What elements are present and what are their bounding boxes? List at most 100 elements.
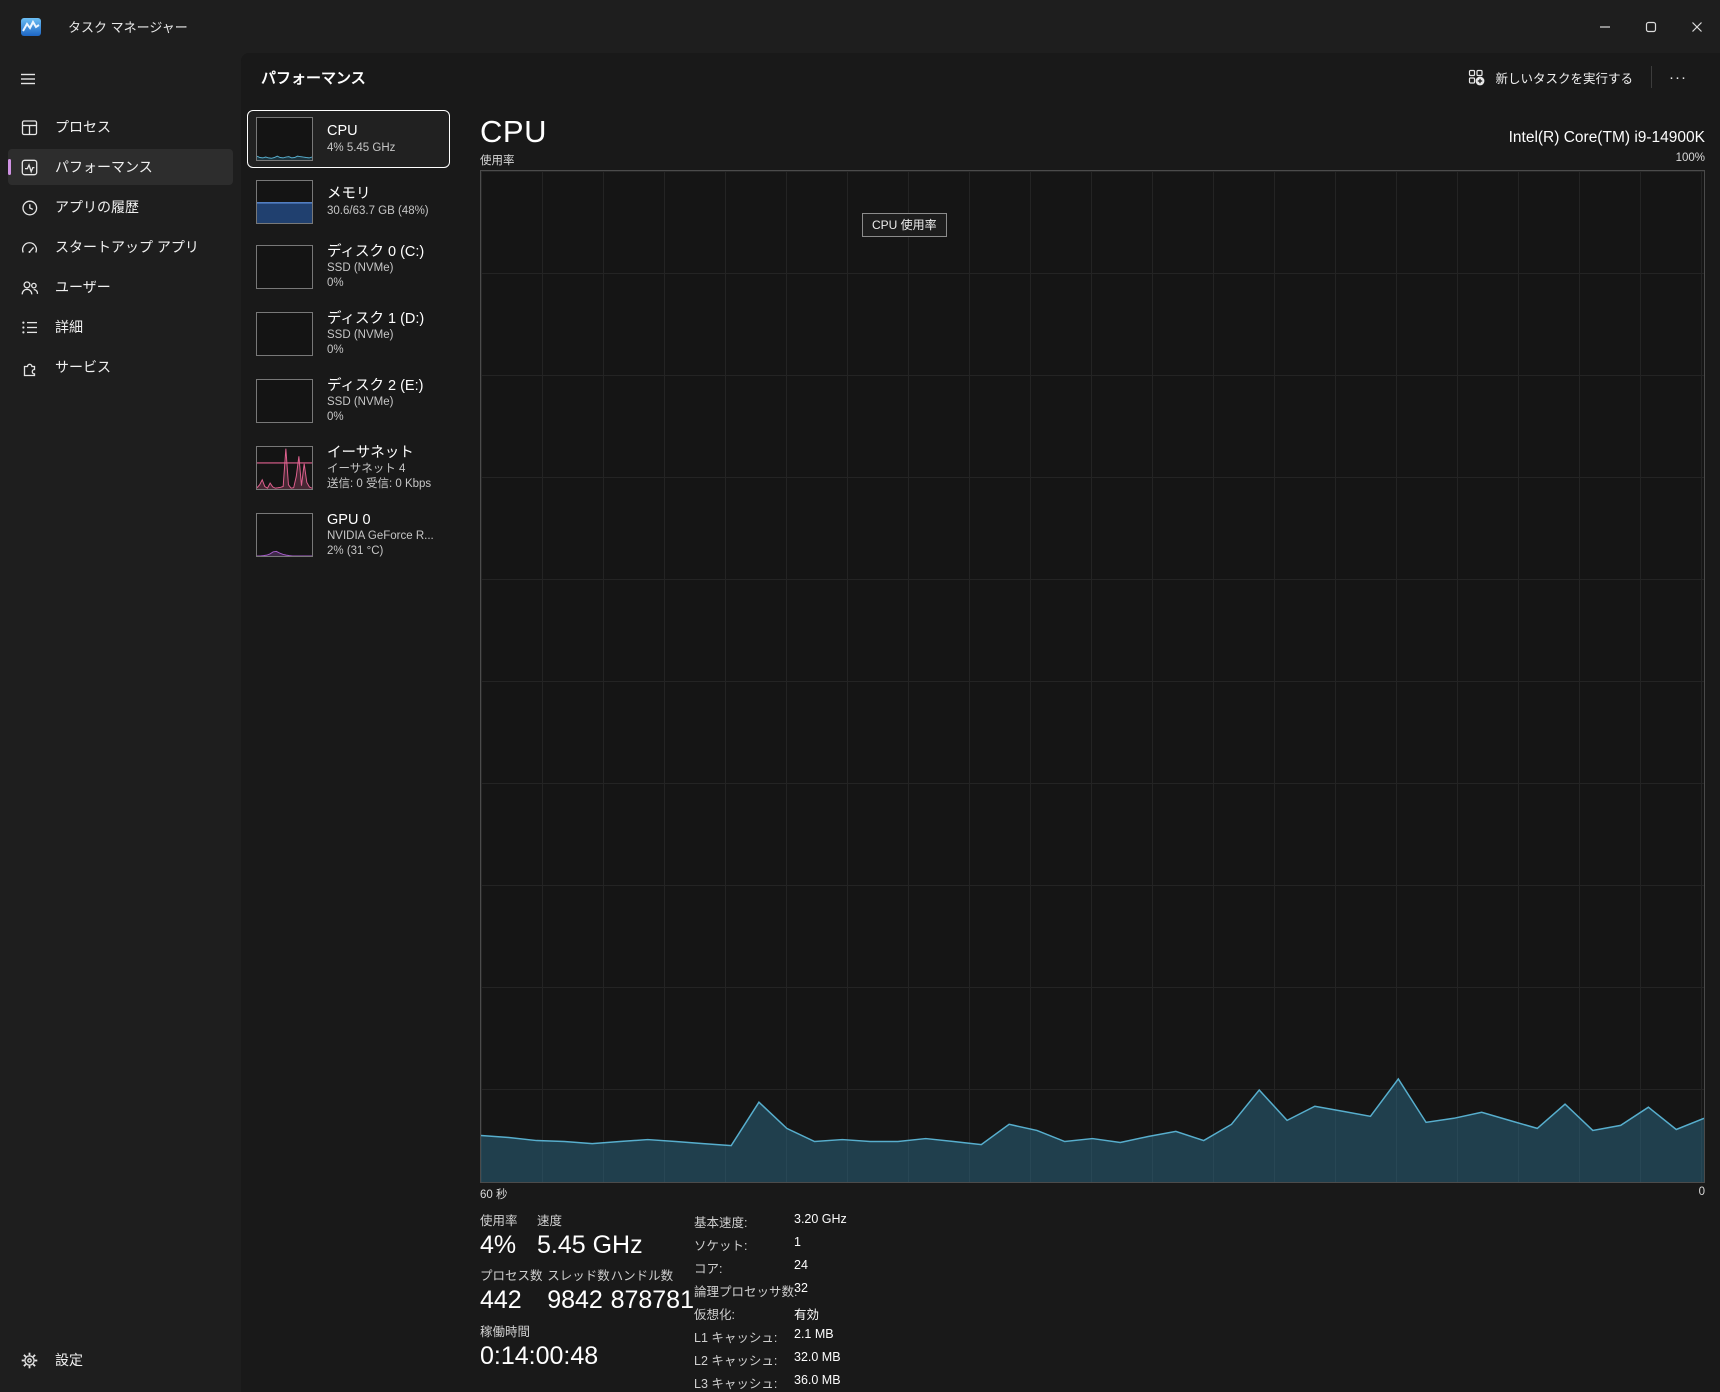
disk0-thumbnail-chart (257, 246, 312, 288)
spec-label: 基本速度: (694, 1216, 748, 1230)
sidebar-item-details[interactable]: 詳細 (8, 309, 233, 345)
gear-icon (20, 1351, 39, 1370)
spec-label: コア: (694, 1262, 723, 1276)
cpu-thumbnail-chart (257, 155, 312, 160)
maximize-icon (1645, 21, 1657, 32)
sidebar-footer: 設定 (0, 1342, 241, 1392)
task-manager-app-icon (21, 17, 41, 36)
card-subline: SSD (NVMe) (327, 262, 394, 275)
card-gpu[interactable]: GPU 0 NVIDIA GeForce R... 2% (31 °C) (247, 504, 450, 566)
spec-label: L2 キャッシュ: (694, 1354, 778, 1368)
settings-label: 設定 (55, 1352, 83, 1368)
more-icon: ··· (1669, 68, 1687, 86)
startup-icon (20, 238, 39, 257)
spec-value: 1 (794, 1235, 801, 1249)
card-disk2[interactable]: ディスク 2 (E:) SSD (NVMe) 0% (247, 370, 450, 432)
handles-stat: ハンドル数 878781 (610, 1269, 694, 1315)
card-subline: 0% (327, 411, 344, 424)
chart-bottom-labels: 60 秒 0 (480, 1186, 1705, 1202)
card-subline: 4% 5.45 GHz (327, 141, 396, 154)
card-subline: SSD (NVMe) (327, 396, 394, 409)
maximize-button[interactable] (1628, 0, 1674, 53)
performance-cards: CPU 4% 5.45 GHz メモリ 30.6/63.7 GB (48%) デ… (247, 101, 450, 1392)
cpu-chip-name: Intel(R) Core(TM) i9-14900K (1508, 129, 1705, 146)
time-zero-label: 0 (1698, 1186, 1705, 1198)
content-header: パフォーマンス 新しいタスクを実行する ··· (241, 53, 1720, 101)
gpu-thumbnail-chart (257, 550, 312, 556)
processes-icon (20, 118, 39, 137)
card-disk1[interactable]: ディスク 1 (D:) SSD (NVMe) 0% (247, 303, 450, 365)
spec-value: 32.0 MB (794, 1350, 841, 1364)
cpu-stats: 使用率 4% 速度 5.45 GHz プロセス数 442 (480, 1210, 1705, 1392)
card-subline: NVIDIA GeForce R... (327, 530, 434, 543)
usage-axis-label: 使用率 (480, 155, 515, 167)
spec-value: 2.1 MB (794, 1327, 834, 1341)
sidebar-nav: プロセス パフォーマンス アプリの履歴 スタートアップ アプリ ユーザー 詳細 … (0, 103, 241, 385)
card-subline: 2% (31 °C) (327, 545, 384, 558)
card-cpu[interactable]: CPU 4% 5.45 GHz (247, 110, 450, 168)
card-subline: 30.6/63.7 GB (48%) (327, 204, 429, 217)
big-stats: 使用率 4% 速度 5.45 GHz プロセス数 442 (480, 1210, 694, 1392)
minimize-button[interactable] (1582, 0, 1628, 53)
sidebar-item-startup[interactable]: スタートアップ アプリ (8, 229, 233, 265)
spec-value: 36.0 MB (794, 1373, 841, 1387)
uptime-stat: 稼働時間 0:14:00:48 (480, 1324, 599, 1370)
sidebar-item-processes[interactable]: プロセス (8, 109, 233, 145)
content-body: CPU 4% 5.45 GHz メモリ 30.6/63.7 GB (48%) デ… (241, 101, 1720, 1392)
sidebar-item-users[interactable]: ユーザー (8, 269, 233, 305)
spec-label: L3 キャッシュ: (694, 1377, 778, 1391)
card-disk0[interactable]: ディスク 0 (C:) SSD (NVMe) 0% (247, 236, 450, 298)
speed-stat: 速度 5.45 GHz (537, 1214, 643, 1259)
details-icon (20, 318, 39, 337)
spec-label: ソケット: (694, 1239, 748, 1253)
detail-header: CPU Intel(R) Core(TM) i9-14900K (480, 114, 1705, 150)
spec-label: 仮想化: (694, 1308, 735, 1322)
card-memory[interactable]: メモリ 30.6/63.7 GB (48%) (247, 173, 450, 231)
spec-value: 24 (794, 1258, 808, 1272)
titlebar: タスク マネージャー (0, 0, 1720, 53)
spec-label: 論理プロセッサ数: (694, 1285, 798, 1299)
run-new-task-label: 新しいタスクを実行する (1495, 71, 1633, 86)
header-divider (1651, 66, 1652, 88)
page-title: パフォーマンス (261, 69, 366, 87)
content-panel: パフォーマンス 新しいタスクを実行する ··· (241, 53, 1720, 1392)
window-title: タスク マネージャー (68, 20, 188, 35)
scale-max-label: 100% (1675, 152, 1705, 164)
sidebar-item-settings[interactable]: 設定 (8, 1342, 233, 1378)
window-controls (1582, 0, 1720, 53)
spec-value: 3.20 GHz (794, 1212, 847, 1226)
performance-icon (20, 158, 39, 177)
sidebar-item-performance[interactable]: パフォーマンス (8, 149, 233, 185)
menu-toggle-button[interactable] (8, 61, 48, 97)
sidebar-item-app-history[interactable]: アプリの履歴 (8, 189, 233, 225)
detail-panel: CPU Intel(R) Core(TM) i9-14900K 使用率 100%… (450, 101, 1720, 1392)
hamburger-icon (21, 73, 35, 85)
more-options-button[interactable]: ··· (1660, 62, 1696, 92)
time-window-label: 60 秒 (480, 1189, 508, 1201)
app-history-icon (20, 198, 39, 217)
usage-stat: 使用率 4% (480, 1214, 518, 1259)
users-icon (20, 278, 39, 297)
sidebar-item-services[interactable]: サービス (8, 349, 233, 385)
card-subline: 0% (327, 344, 344, 357)
card-subline: SSD (NVMe) (327, 329, 394, 342)
ethernet-thumbnail-chart (257, 448, 312, 489)
new-task-icon (1469, 69, 1485, 85)
chart-tooltip: CPU 使用率 (862, 213, 947, 237)
processes-stat: プロセス数 442 (480, 1269, 543, 1315)
cpu-usage-chart: CPU 使用率 (480, 170, 1705, 1183)
card-subline: 送信: 0 受信: 0 Kbps (327, 478, 432, 491)
spec-label: L1 キャッシュ: (694, 1331, 778, 1345)
chart-top-labels: 使用率 100% (480, 152, 1705, 168)
header-actions: 新しいタスクを実行する ··· (1458, 61, 1696, 94)
cpu-title: CPU (480, 114, 547, 149)
run-new-task-button[interactable]: 新しいタスクを実行する (1458, 61, 1643, 94)
minimize-icon (1600, 25, 1610, 28)
close-icon (1692, 21, 1702, 32)
spec-value: 32 (794, 1281, 808, 1295)
memory-thumbnail-chart (257, 202, 312, 223)
card-ethernet[interactable]: イーサネット イーサネット 4 送信: 0 受信: 0 Kbps (247, 437, 450, 499)
close-button[interactable] (1674, 0, 1720, 53)
cpu-usage-area-series (481, 1077, 1704, 1182)
disk2-thumbnail-chart (257, 380, 312, 422)
